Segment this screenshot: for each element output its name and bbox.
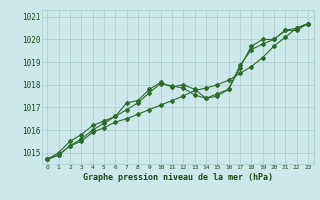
X-axis label: Graphe pression niveau de la mer (hPa): Graphe pression niveau de la mer (hPa) — [83, 173, 273, 182]
